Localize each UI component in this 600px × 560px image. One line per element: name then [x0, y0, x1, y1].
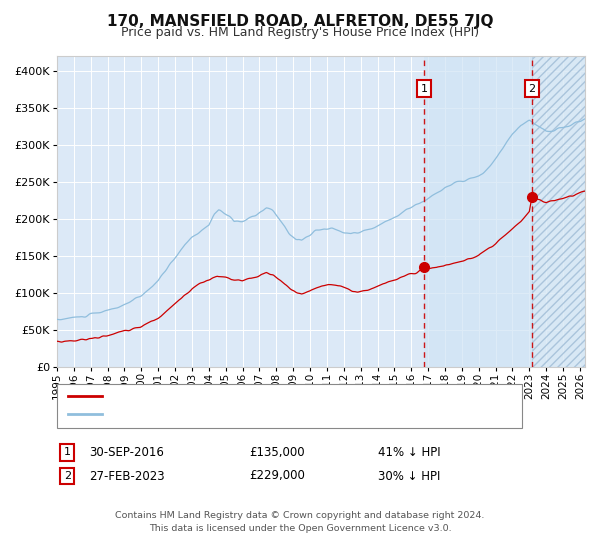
Text: 30-SEP-2016: 30-SEP-2016: [89, 446, 164, 459]
Text: £135,000: £135,000: [249, 446, 305, 459]
Text: This data is licensed under the Open Government Licence v3.0.: This data is licensed under the Open Gov…: [149, 524, 451, 533]
Text: 2: 2: [529, 83, 535, 94]
Text: Price paid vs. HM Land Registry's House Price Index (HPI): Price paid vs. HM Land Registry's House …: [121, 26, 479, 39]
Text: 30% ↓ HPI: 30% ↓ HPI: [378, 469, 440, 483]
Text: 170, MANSFIELD ROAD, ALFRETON, DE55 7JQ: 170, MANSFIELD ROAD, ALFRETON, DE55 7JQ: [107, 14, 493, 29]
Text: 27-FEB-2023: 27-FEB-2023: [89, 469, 164, 483]
Text: 1: 1: [64, 447, 71, 458]
Bar: [532, 56, 585, 367]
Text: 170, MANSFIELD ROAD, ALFRETON, DE55 7JQ (detached house): 170, MANSFIELD ROAD, ALFRETON, DE55 7JQ …: [108, 391, 463, 401]
Text: HPI: Average price, detached house, Amber Valley: HPI: Average price, detached house, Ambe…: [108, 409, 388, 419]
Text: 1: 1: [421, 83, 427, 94]
Bar: [532, 56, 585, 367]
Text: 2: 2: [64, 471, 71, 481]
Text: Contains HM Land Registry data © Crown copyright and database right 2024.: Contains HM Land Registry data © Crown c…: [115, 511, 485, 520]
Text: 41% ↓ HPI: 41% ↓ HPI: [378, 446, 440, 459]
Text: £229,000: £229,000: [249, 469, 305, 483]
Bar: [424, 56, 532, 367]
